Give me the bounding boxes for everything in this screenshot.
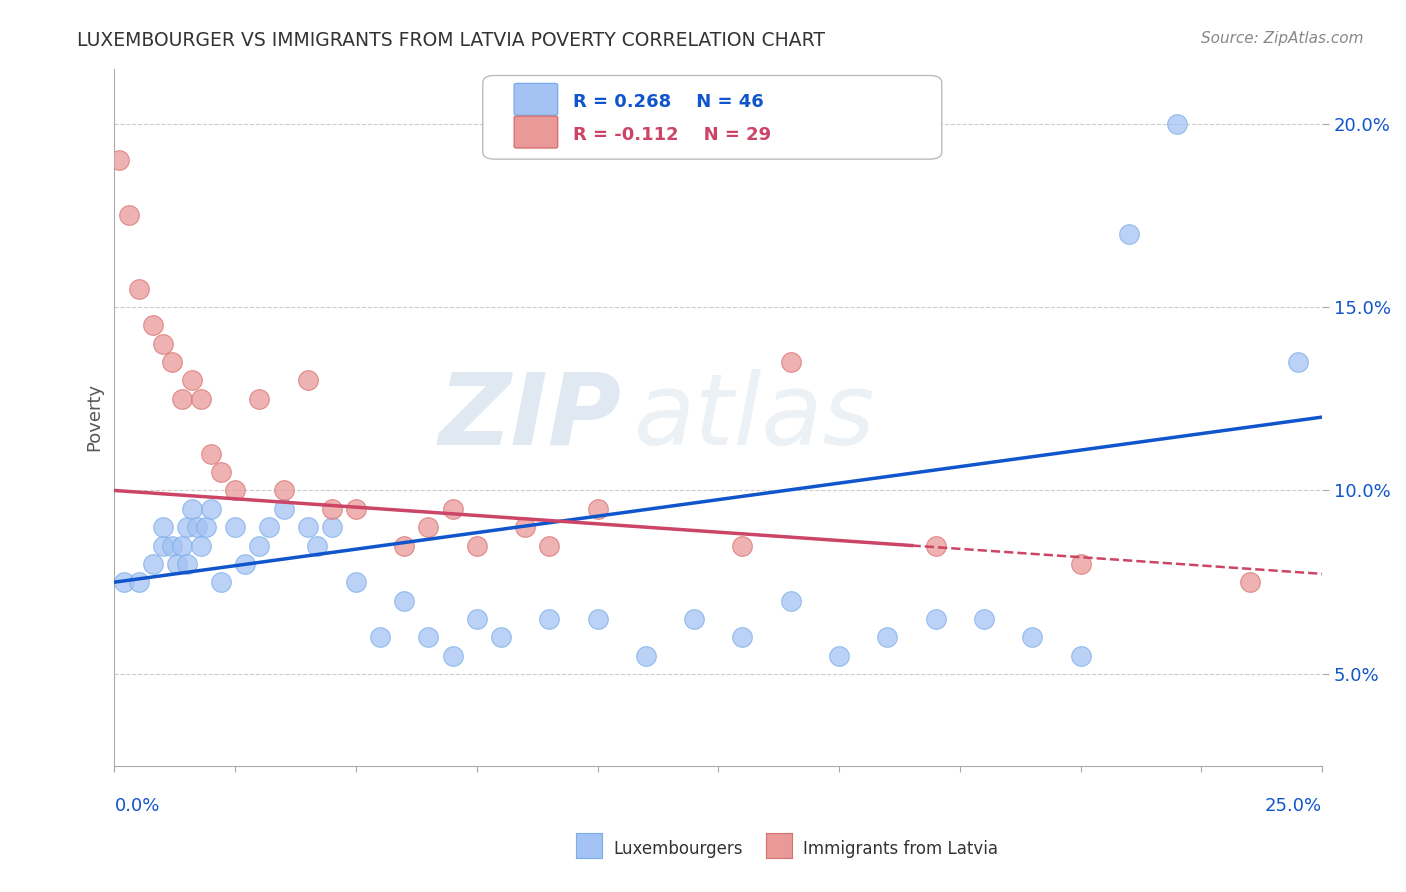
Point: [176, 520, 198, 534]
Text: Luxembourgers: Luxembourgers: [613, 840, 742, 858]
Point: [162, 355, 184, 369]
Point: [586, 501, 609, 516]
Point: [1070, 557, 1092, 571]
Point: [683, 612, 706, 626]
Point: [190, 539, 212, 553]
Point: [200, 447, 222, 461]
Point: [465, 539, 488, 553]
Point: [307, 539, 329, 553]
Point: [876, 630, 898, 644]
Point: [176, 557, 198, 571]
Text: R = -0.112    N = 29: R = -0.112 N = 29: [574, 126, 772, 144]
Point: [1239, 575, 1261, 590]
Point: [321, 520, 343, 534]
Point: [273, 501, 295, 516]
Point: [368, 630, 391, 644]
Point: [1021, 630, 1043, 644]
Point: [200, 501, 222, 516]
Point: [973, 612, 995, 626]
Point: [1166, 117, 1188, 131]
Point: [128, 575, 150, 590]
Point: [162, 539, 184, 553]
FancyBboxPatch shape: [482, 76, 942, 159]
Point: [441, 648, 464, 663]
FancyBboxPatch shape: [515, 116, 558, 148]
Point: [297, 373, 319, 387]
Point: [925, 612, 948, 626]
Point: [186, 520, 208, 534]
Text: Immigrants from Latvia: Immigrants from Latvia: [803, 840, 998, 858]
Point: [394, 593, 416, 607]
Point: [128, 282, 150, 296]
Point: [273, 483, 295, 498]
Point: [152, 336, 174, 351]
FancyBboxPatch shape: [515, 84, 558, 115]
Point: [180, 373, 202, 387]
Point: [586, 612, 609, 626]
Text: 25.0%: 25.0%: [1265, 797, 1322, 815]
Point: [118, 208, 141, 222]
Point: [344, 575, 367, 590]
Point: [465, 612, 488, 626]
Point: [152, 539, 174, 553]
Point: [828, 648, 851, 663]
Point: [209, 575, 232, 590]
Point: [418, 630, 440, 644]
Point: [731, 539, 754, 553]
Point: [180, 501, 202, 516]
Text: R = 0.268    N = 46: R = 0.268 N = 46: [574, 93, 763, 111]
Point: [142, 557, 165, 571]
Point: [257, 520, 280, 534]
Point: [190, 392, 212, 406]
Point: [394, 539, 416, 553]
Point: [170, 539, 193, 553]
Point: [142, 318, 165, 333]
Point: [441, 501, 464, 516]
Point: [1286, 355, 1309, 369]
Point: [418, 520, 440, 534]
Text: LUXEMBOURGER VS IMMIGRANTS FROM LATVIA POVERTY CORRELATION CHART: LUXEMBOURGER VS IMMIGRANTS FROM LATVIA P…: [77, 31, 825, 50]
Y-axis label: Poverty: Poverty: [86, 383, 103, 451]
Point: [1118, 227, 1140, 241]
Point: [321, 501, 343, 516]
Point: [209, 465, 232, 479]
Point: [1070, 648, 1092, 663]
Point: [170, 392, 193, 406]
Point: [166, 557, 188, 571]
Point: [108, 153, 131, 168]
Text: Source: ZipAtlas.com: Source: ZipAtlas.com: [1201, 31, 1364, 46]
Text: ZIP: ZIP: [439, 368, 621, 466]
Point: [233, 557, 256, 571]
Point: [925, 539, 948, 553]
Point: [152, 520, 174, 534]
Point: [112, 575, 135, 590]
Point: [731, 630, 754, 644]
Point: [513, 520, 536, 534]
Point: [779, 593, 801, 607]
Text: 0.0%: 0.0%: [114, 797, 160, 815]
Point: [538, 539, 561, 553]
Point: [538, 612, 561, 626]
Point: [224, 520, 246, 534]
Text: atlas: atlas: [634, 368, 876, 466]
Point: [344, 501, 367, 516]
Point: [297, 520, 319, 534]
Point: [224, 483, 246, 498]
Point: [195, 520, 218, 534]
Point: [247, 392, 270, 406]
Point: [489, 630, 512, 644]
Point: [634, 648, 657, 663]
Point: [247, 539, 270, 553]
Point: [779, 355, 801, 369]
